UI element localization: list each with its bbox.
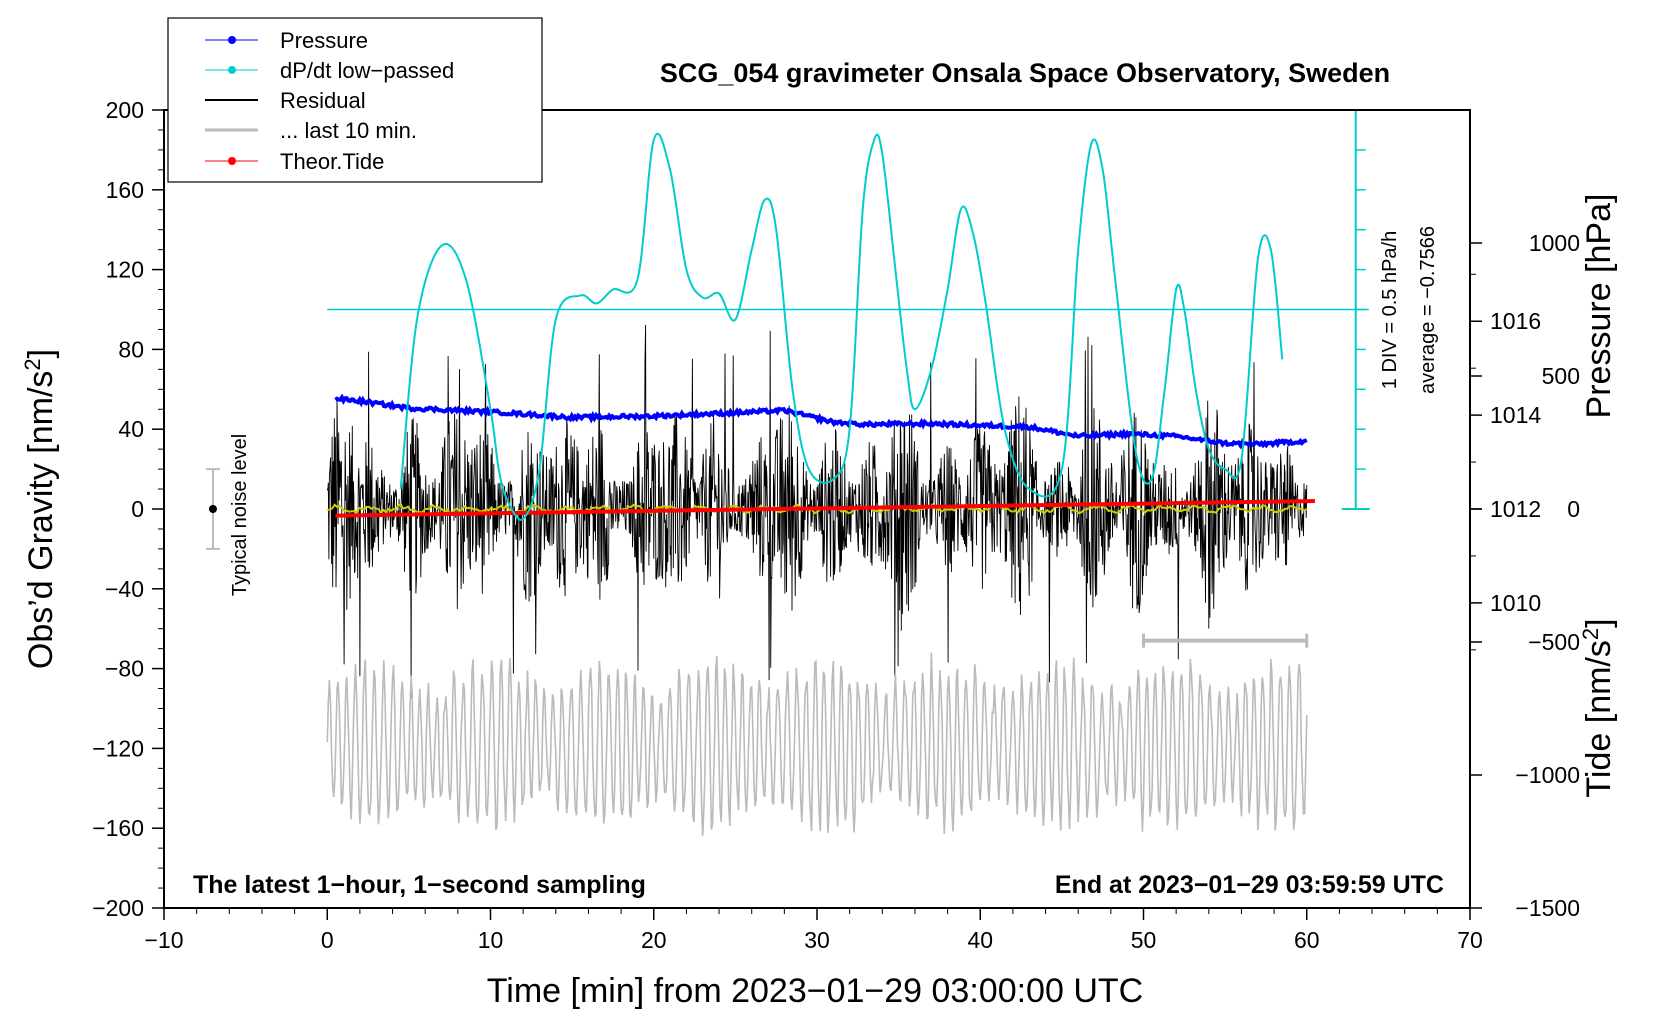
tide-tick-label: −1500: [1515, 895, 1580, 921]
pressure-line: [334, 393, 1308, 450]
residual-lowpassed-series: [327, 503, 1308, 515]
sampling-note: The latest 1−hour, 1−second sampling: [193, 871, 646, 899]
y-axis-ticks: 200 160 120 80 40 0 −40 −80 −120 −160 −200: [92, 97, 164, 921]
y-axis-label-left-close: ]: [22, 349, 60, 358]
y-tick-label: 80: [118, 336, 144, 362]
legend-label-dpdt: dP/dt low−passed: [280, 58, 454, 83]
y-tick-label: −80: [105, 656, 144, 682]
y-tick-label: −40: [105, 576, 144, 602]
tide-axis-label-close: ]: [1580, 618, 1618, 627]
y-tick-label: −120: [92, 735, 144, 761]
x-tick-label: 10: [478, 927, 504, 953]
noise-bar-dot: [208, 505, 217, 513]
legend-label-tide: Theor.Tide: [280, 149, 384, 174]
pressure-axis-label: Pressure [hPa]: [1580, 194, 1618, 419]
x-tick-label: −10: [144, 927, 183, 953]
dpdt-scale-label: 1 DIV = 0.5 hPa/h: [1379, 231, 1401, 389]
legend-entry-residual: Residual: [205, 88, 366, 113]
legend-entry-last10: ... last 10 min.: [205, 118, 417, 143]
pressure-tick-label: 1012: [1490, 496, 1541, 522]
pressure-tick-label: 1016: [1490, 308, 1541, 334]
residual-lowpassed-line: [327, 503, 1308, 515]
x-tick-label: 50: [1131, 927, 1157, 953]
tide-axis-ticks: 1000 500 0 −500 −1000 −1500: [1470, 230, 1580, 921]
residual-series: [326, 324, 1308, 698]
y-tick-label: 0: [131, 496, 144, 522]
pressure-series: [334, 393, 1308, 450]
tide-axis-label: Tide [nm/s2]: [1578, 618, 1618, 797]
legend: Pressure dP/dt low−passed Residual ... l…: [167, 17, 543, 183]
x-axis-ticks: −10 0 10 20 30 40 50 60 70: [144, 908, 1483, 953]
tide-series: [335, 499, 1315, 518]
x-tick-label: 30: [804, 927, 830, 953]
legend-label-pressure: Pressure: [280, 28, 368, 53]
x-tick-label: 20: [641, 927, 667, 953]
residual-line: [326, 324, 1308, 698]
x-axis-label: Time [min] from 2023−01−29 03:00:00 UTC: [487, 972, 1143, 1010]
x-tick-label: 40: [967, 927, 993, 953]
legend-entry-pressure: Pressure: [205, 28, 368, 53]
last10-series: [326, 652, 1308, 836]
tide-tick-label: 0: [1567, 496, 1580, 522]
y-tick-label: −160: [92, 815, 144, 841]
dpdt-average-label: average = −0.7566: [1417, 226, 1439, 394]
noise-level-label: Typical noise level: [229, 434, 251, 596]
legend-entry-dpdt: dP/dt low−passed: [205, 58, 454, 83]
dpdt-series: [327, 109, 1370, 521]
y-tick-label: 40: [118, 416, 144, 442]
pressure-axis-ticks: 1016 1014 1012 1010: [1470, 273, 1541, 651]
x-tick-label: 60: [1294, 927, 1320, 953]
tide-tick-label: −500: [1528, 629, 1580, 655]
tide-tick-label: 1000: [1529, 230, 1580, 256]
y-tick-label: 120: [106, 257, 144, 283]
legend-label-last10: ... last 10 min.: [280, 118, 417, 143]
x-tick-label: 0: [321, 927, 334, 953]
pressure-tick-label: 1014: [1490, 402, 1541, 428]
legend-label-residual: Residual: [280, 88, 366, 113]
tide-tick-label: 500: [1542, 363, 1580, 389]
pressure-tick-label: 1010: [1490, 590, 1541, 616]
last10-line: [326, 652, 1308, 836]
y-axis-label-left-sup: 2: [20, 358, 45, 370]
tide-axis-label-text: Tide [nm/s: [1580, 640, 1618, 797]
end-time-note: End at 2023−01−29 03:59:59 UTC: [1055, 871, 1444, 899]
annotation-marks: [205, 468, 1309, 648]
tide-axis-label-sup: 2: [1578, 628, 1603, 640]
tide-tick-label: −1000: [1515, 762, 1580, 788]
y-tick-label: −200: [92, 895, 144, 921]
legend-entry-tide: Theor.Tide: [205, 149, 384, 174]
y-axis-label-left-text: Obs’d Gravity [nm/s: [22, 371, 60, 670]
chart-title: SCG_054 gravimeter Onsala Space Observat…: [660, 58, 1390, 88]
x-tick-label: 70: [1457, 927, 1483, 953]
y-axis-label-left: Obs’d Gravity [nm/s2]: [20, 349, 60, 669]
dpdt-line: [399, 132, 1284, 521]
tide-line: [335, 499, 1315, 518]
y-tick-label: 160: [106, 177, 144, 203]
y-tick-label: 200: [106, 97, 144, 123]
